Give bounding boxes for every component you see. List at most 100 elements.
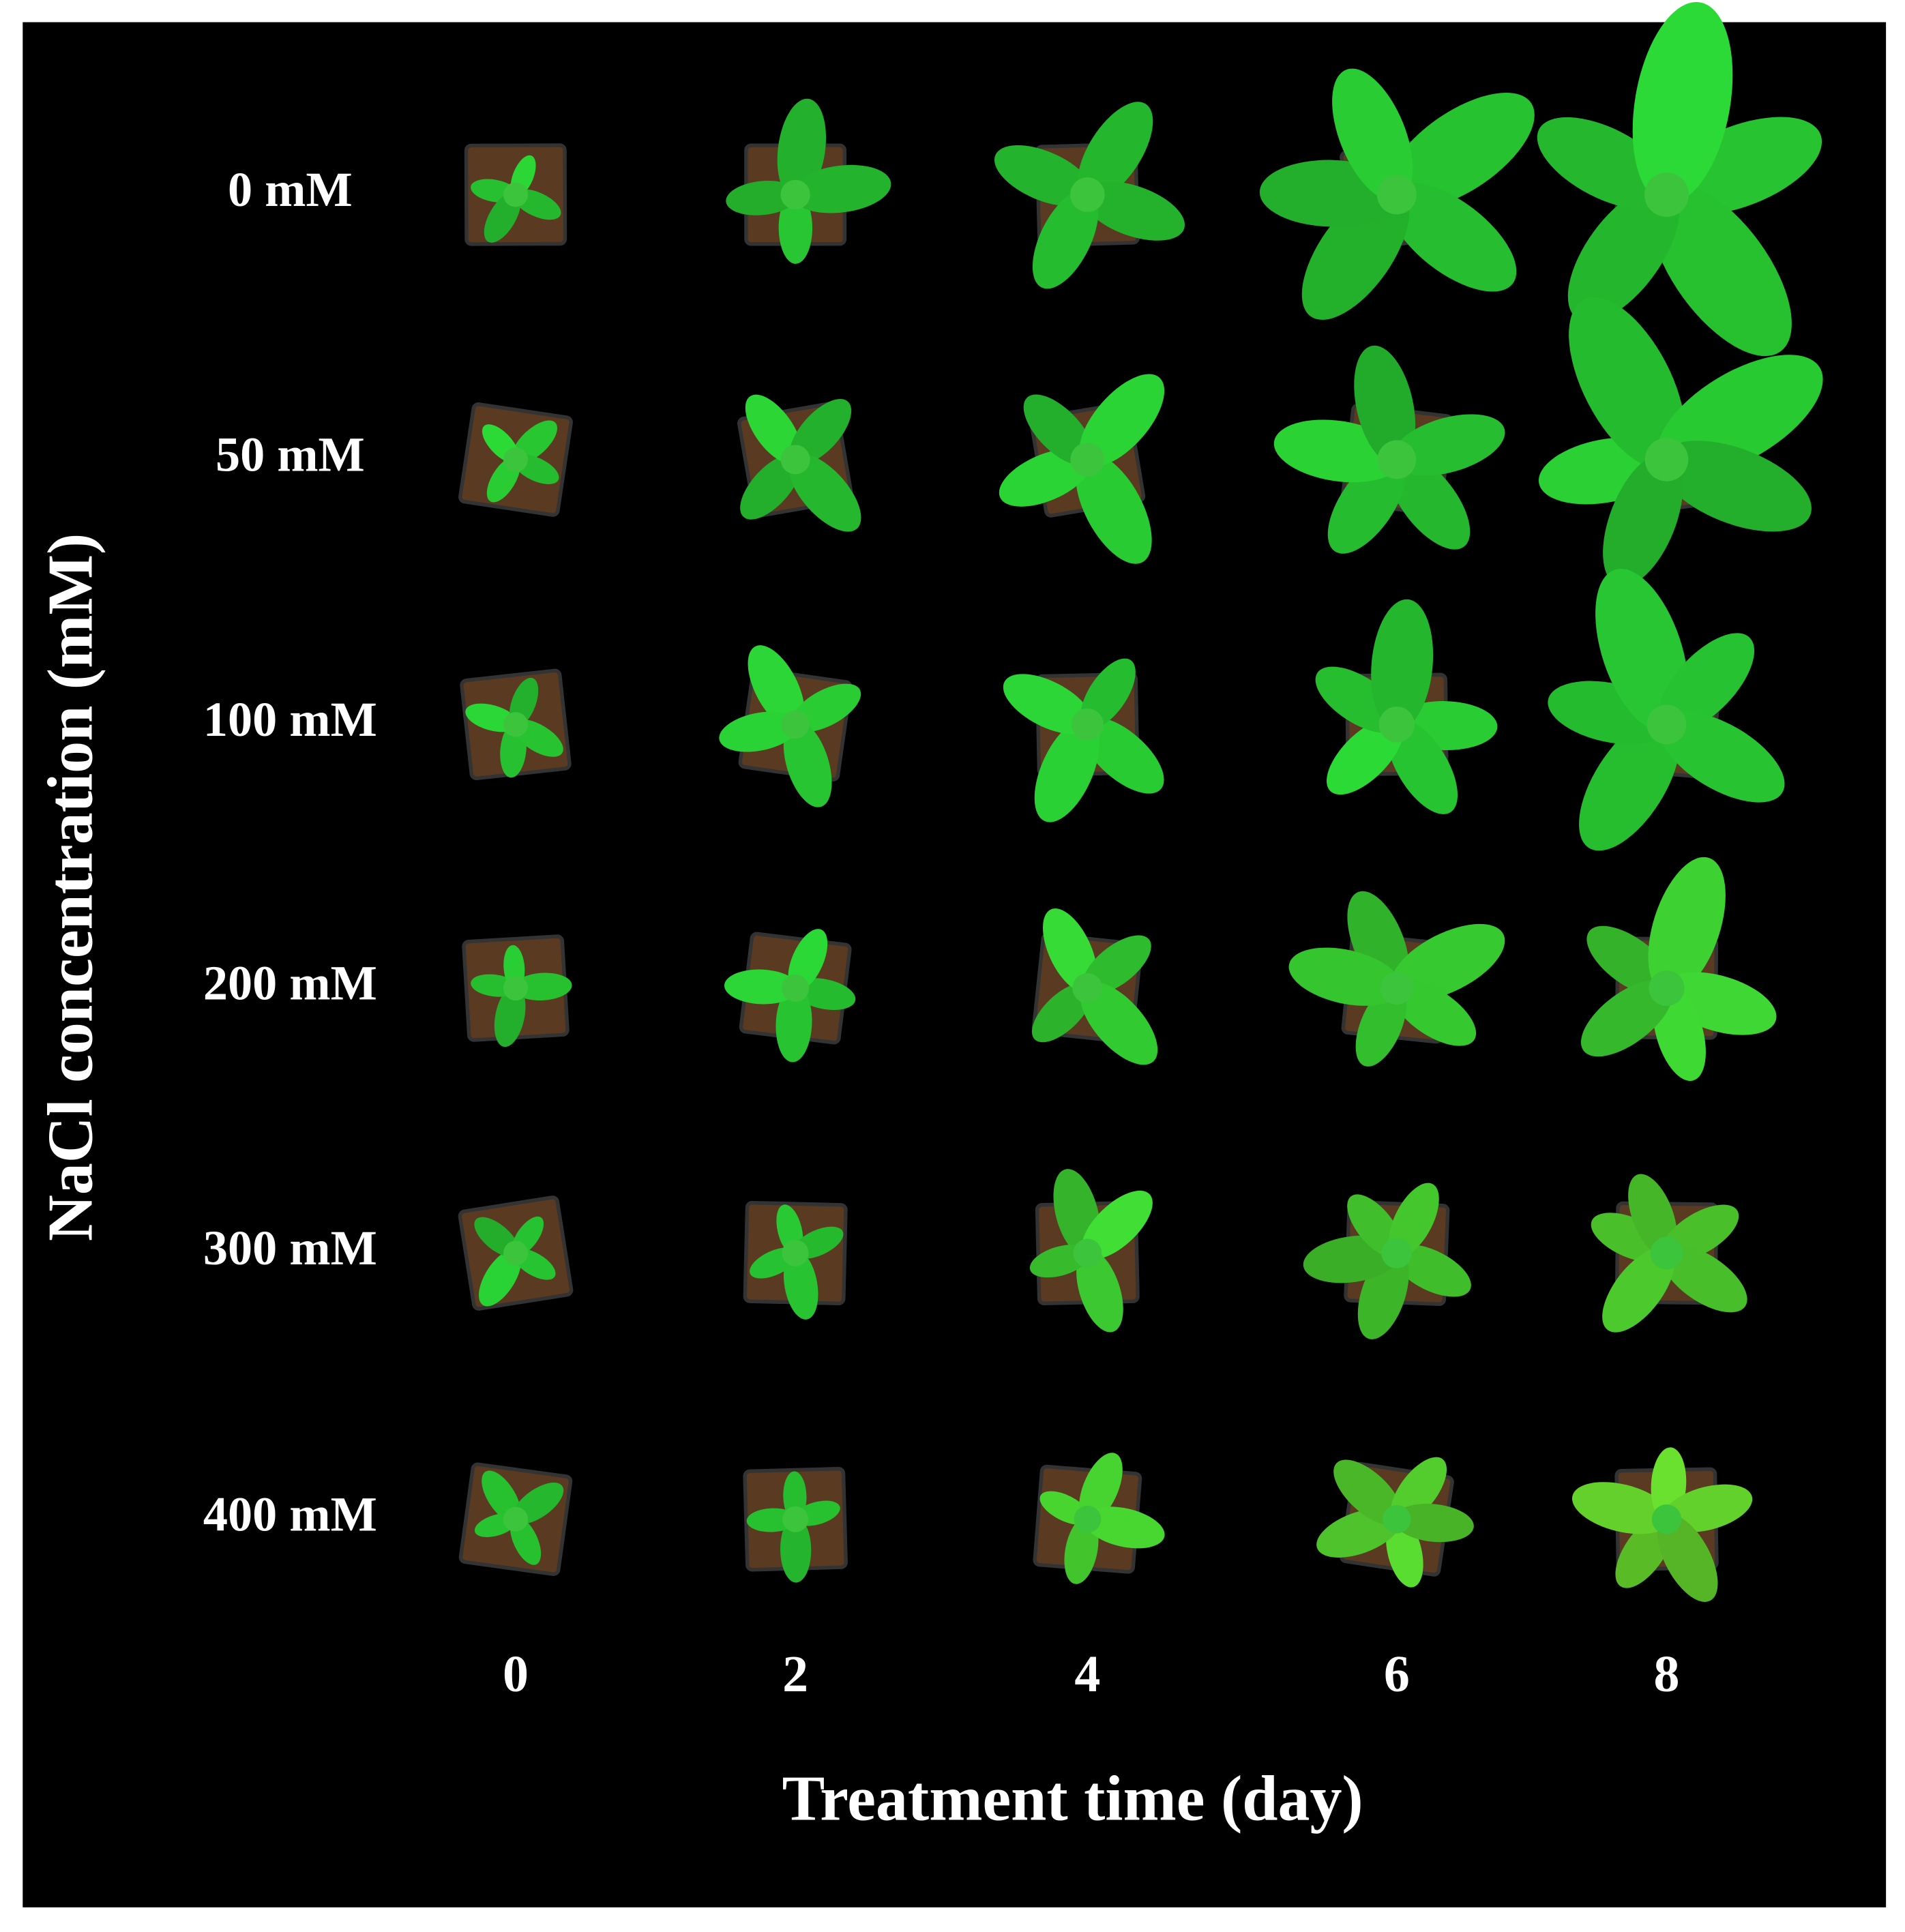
plant-photo xyxy=(464,143,567,246)
plant-photo xyxy=(1537,1,1822,357)
plant-photo xyxy=(737,394,861,532)
leaf xyxy=(776,985,812,1062)
leaf xyxy=(494,985,526,1047)
leaf xyxy=(1355,983,1407,1067)
leaf xyxy=(791,683,861,732)
leaf xyxy=(1648,857,1726,995)
plant-center xyxy=(503,712,529,737)
leaf xyxy=(1084,1506,1165,1549)
leaf xyxy=(1354,345,1416,465)
leaf xyxy=(1659,711,1785,803)
plant-center xyxy=(1644,172,1689,217)
plant-photo xyxy=(1316,1457,1474,1588)
plant-center xyxy=(1651,1504,1682,1534)
leaf xyxy=(513,972,572,1000)
plant-center xyxy=(1071,708,1104,741)
plant-center xyxy=(782,974,810,1002)
plant-center xyxy=(1383,1504,1411,1534)
plant-photo xyxy=(1031,908,1158,1065)
row-label: 200 mM xyxy=(203,956,377,1011)
plant-photo xyxy=(1315,599,1498,814)
plant-photo xyxy=(458,1195,574,1311)
leaf xyxy=(783,1250,818,1320)
row-label: 0 mM xyxy=(228,162,353,217)
leaf xyxy=(789,399,852,465)
plant-center xyxy=(780,445,810,475)
leaf xyxy=(1387,719,1458,814)
leaf xyxy=(719,711,799,752)
column-label: 8 xyxy=(1654,1646,1680,1703)
leaf xyxy=(740,454,801,520)
leaf xyxy=(1658,633,1755,733)
leaf xyxy=(1327,453,1406,554)
leaf xyxy=(1392,1244,1471,1297)
plant-center xyxy=(1377,440,1417,479)
row-label: 400 mM xyxy=(203,1487,377,1541)
plant-photo xyxy=(458,402,573,517)
plant-photo xyxy=(743,1200,848,1320)
leaf xyxy=(1371,599,1434,730)
x-axis-title: Treatment time (day) xyxy=(782,1763,1363,1834)
leaf xyxy=(1603,453,1683,586)
row-label: 50 mM xyxy=(216,427,365,481)
leaf xyxy=(726,181,799,216)
leaf xyxy=(1288,947,1402,1006)
plant-center xyxy=(782,1506,809,1532)
leaf xyxy=(1387,92,1535,209)
leaf xyxy=(1032,189,1099,289)
leaf xyxy=(1078,102,1153,201)
leaf xyxy=(1081,1190,1153,1260)
plant-photo xyxy=(1303,1183,1471,1339)
plant-grid xyxy=(458,1,1823,1602)
plant-center xyxy=(503,447,529,472)
leaf xyxy=(1076,1249,1123,1333)
plant-photo xyxy=(994,102,1185,289)
plant-photo xyxy=(724,929,856,1062)
plant-photo xyxy=(1548,568,1785,851)
leaf xyxy=(1082,181,1185,241)
leaf xyxy=(1659,441,1812,532)
leaf xyxy=(1081,717,1164,794)
plant-photo xyxy=(1259,68,1535,320)
leaf xyxy=(791,164,891,213)
leaf xyxy=(1034,719,1099,822)
column-label: 2 xyxy=(782,1646,808,1703)
leaf xyxy=(1537,117,1674,210)
plant-photo xyxy=(1033,1453,1165,1584)
leaf xyxy=(1579,716,1681,851)
leaf xyxy=(1569,297,1685,469)
plant-center xyxy=(1074,1505,1102,1533)
plant-center xyxy=(1070,177,1105,212)
plant-center xyxy=(782,1239,809,1266)
plant-photo xyxy=(999,374,1165,564)
plant-center xyxy=(503,1506,529,1532)
leaf xyxy=(1586,925,1672,996)
plant-photo xyxy=(1580,857,1777,1081)
leaf xyxy=(1393,1504,1474,1543)
leaf xyxy=(724,969,799,1005)
leaf xyxy=(1391,980,1477,1046)
leaf xyxy=(1332,68,1413,202)
plant-photo xyxy=(1591,1174,1747,1333)
leaf xyxy=(1079,374,1165,467)
plant-photo xyxy=(726,98,891,264)
plant-center xyxy=(1644,438,1689,481)
leaf xyxy=(999,448,1093,507)
leaf xyxy=(783,720,832,807)
leaf xyxy=(748,645,805,730)
leaf xyxy=(1301,185,1410,320)
plant-center xyxy=(1073,1238,1102,1268)
plant-center xyxy=(1649,970,1685,1007)
plant-photo xyxy=(1538,297,1823,586)
row-label: 300 mM xyxy=(203,1221,377,1275)
leaf xyxy=(1387,183,1517,292)
leaf xyxy=(1650,183,1792,357)
leaf xyxy=(994,145,1093,207)
leaf xyxy=(745,394,802,464)
leaf xyxy=(778,192,813,264)
plant-photo xyxy=(1003,658,1164,822)
plant-photo xyxy=(1571,1447,1753,1602)
plant-photo xyxy=(460,668,572,781)
